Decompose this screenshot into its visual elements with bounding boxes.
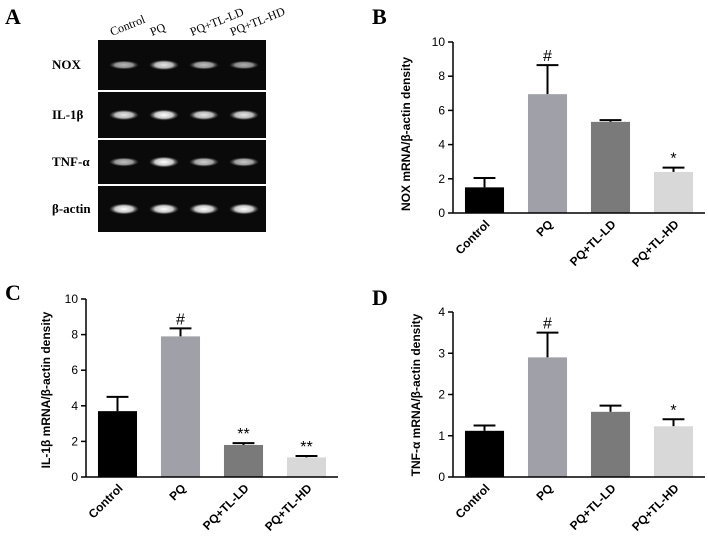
- gel-row-label: β-actin: [52, 201, 91, 216]
- y-tick-label: 1: [438, 429, 445, 443]
- bar: [97, 411, 138, 477]
- bar-chart-b: 0 2 4 6 8 10 Control # PQ PQ+TL-LD * PQ+TL-HD: [432, 35, 705, 270]
- y-tick-label: 10: [65, 292, 79, 306]
- y-tick-label: 0: [71, 470, 78, 484]
- gel-band: [109, 157, 139, 167]
- gel-band: [229, 203, 259, 215]
- category-label: PQ: [166, 481, 188, 503]
- bar: [653, 171, 694, 213]
- bar: [527, 357, 568, 477]
- category-label: PQ+TL-LD: [567, 217, 619, 269]
- category-label: Control: [86, 481, 126, 521]
- category-label: PQ+TL-LD: [567, 481, 619, 533]
- bar: [527, 94, 568, 213]
- bar: [223, 444, 264, 477]
- panel-d: D TNF-α mRNA/β-actin density 0 1 2 3 4 Contro…: [372, 285, 705, 534]
- significance-marker: **: [300, 439, 312, 456]
- panel-letter-d: D: [372, 285, 388, 310]
- gel-band: [229, 109, 259, 121]
- significance-marker: **: [237, 426, 249, 443]
- gel-row-label: IL-1β: [52, 107, 84, 122]
- gel-band: [229, 60, 259, 70]
- category-label: PQ+TL-LD: [200, 481, 252, 533]
- y-tick-label: 0: [438, 470, 445, 484]
- bar: [464, 430, 505, 477]
- panel-letter-c: C: [5, 280, 21, 305]
- gel-row-label: NOX: [52, 57, 82, 72]
- gel-band: [189, 109, 219, 121]
- significance-marker: #: [543, 48, 552, 65]
- panel-letter-b: B: [372, 4, 387, 29]
- category-label: PQ: [533, 217, 555, 239]
- y-tick-label: 8: [71, 328, 78, 342]
- gel-lane-label: Control: [108, 12, 148, 39]
- bar: [590, 411, 631, 477]
- y-tick-label: 6: [71, 363, 78, 377]
- y-tick-label: 2: [438, 172, 445, 186]
- y-tick-label: 8: [438, 69, 445, 83]
- gel-band: [229, 157, 259, 167]
- bar: [653, 426, 694, 477]
- y-tick-label: 3: [438, 346, 445, 360]
- bar: [160, 336, 201, 477]
- y-tick-label: 4: [438, 138, 445, 152]
- y-axis-title-c: IL-1β mRNA/β-actin density: [39, 311, 53, 468]
- y-axis-title-d: TNF-α mRNA/β-actin density: [409, 313, 423, 476]
- bar: [286, 457, 327, 477]
- significance-marker: *: [670, 151, 676, 168]
- category-label: Control: [453, 217, 493, 257]
- gel-band: [149, 109, 179, 121]
- y-tick-label: 0: [438, 206, 445, 220]
- category-label: PQ+TL-HD: [262, 481, 315, 534]
- gel-band: [109, 60, 139, 70]
- gel-band: [109, 109, 139, 121]
- bar-chart-c: 0 2 4 6 8 10 Control # PQ ** PQ+TL-LD ** PQ+TL-HD: [65, 292, 338, 534]
- category-label: Control: [453, 481, 493, 521]
- category-label: PQ: [533, 481, 555, 503]
- y-tick-label: 6: [438, 103, 445, 117]
- gel-band: [189, 203, 219, 215]
- y-tick-label: 10: [432, 35, 446, 49]
- bar: [464, 187, 505, 213]
- gel-band: [149, 203, 179, 215]
- category-label: PQ+TL-HD: [629, 217, 682, 270]
- panel-b: B NOX mRNA/β-actin density 0 2 4 6 8 10 Contro…: [372, 4, 705, 270]
- significance-marker: *: [670, 402, 676, 419]
- gel-band: [189, 157, 219, 167]
- y-tick-label: 2: [438, 388, 445, 402]
- panel-c: C IL-1β mRNA/β-actin density 0 2 4 6 8 10 Cont…: [5, 280, 338, 534]
- y-axis-title-b: NOX mRNA/β-actin density: [399, 57, 413, 211]
- significance-marker: #: [543, 316, 552, 333]
- gel-lane-label: PQ: [148, 20, 168, 39]
- significance-marker: #: [176, 311, 185, 328]
- panel-letter-a: A: [5, 4, 21, 29]
- bar-chart-d: 0 1 2 3 4 Control # PQ PQ+TL-LD * PQ+TL-HD: [438, 305, 705, 534]
- gel-band: [149, 156, 179, 168]
- bar: [590, 121, 631, 213]
- gel-rows: NOX IL-1β TNF-α β-actin: [52, 40, 266, 232]
- category-label: PQ+TL-HD: [629, 481, 682, 534]
- gel-band: [149, 59, 179, 71]
- gel-band: [109, 203, 139, 215]
- y-tick-label: 2: [71, 434, 78, 448]
- gel-row-label: TNF-α: [52, 154, 90, 169]
- y-tick-label: 4: [438, 305, 445, 319]
- y-tick-label: 4: [71, 399, 78, 413]
- gel-band: [189, 60, 219, 70]
